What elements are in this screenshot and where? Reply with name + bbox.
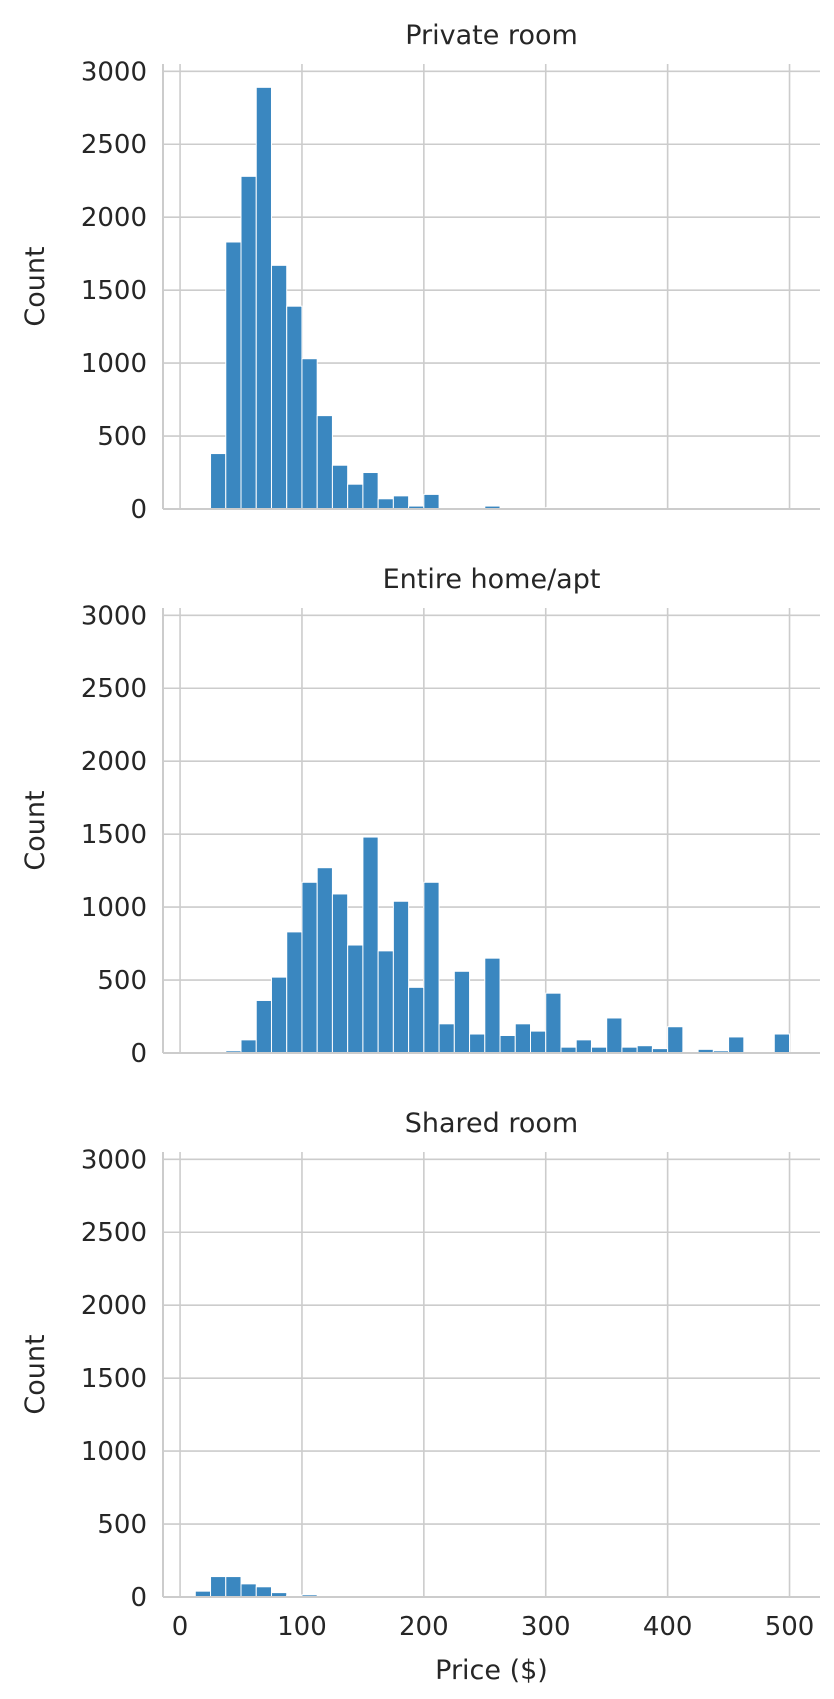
histogram-bar <box>316 415 333 510</box>
histogram-bar <box>225 1576 242 1598</box>
y-tick-label: 0 <box>130 1039 147 1069</box>
y-tick-label: 2000 <box>81 747 147 777</box>
x-tick-label: 100 <box>277 1612 327 1642</box>
histogram-bar <box>301 881 318 1054</box>
y-tick-label: 1500 <box>81 276 147 306</box>
histogram-bar <box>255 86 272 510</box>
y-tick-label: 2000 <box>81 203 147 233</box>
histogram-bar <box>469 1033 486 1054</box>
y-tick-label: 2500 <box>81 674 147 704</box>
x-tick-labels: 0 100 200 300 400 500 <box>172 1612 815 1642</box>
histogram-bar <box>316 867 333 1054</box>
y-axis-label: Count <box>20 790 51 870</box>
histogram-bar <box>377 498 394 510</box>
panel-title: Private room <box>405 20 578 51</box>
histogram-bar <box>499 1034 516 1054</box>
axis-spines <box>162 1152 820 1598</box>
histogram-bar <box>255 999 272 1054</box>
panel-title: Shared room <box>405 1108 578 1139</box>
histogram-bar <box>210 1576 227 1598</box>
grid <box>163 1152 820 1597</box>
panel-title: Entire home/apt <box>383 564 601 595</box>
y-tick-label: 1500 <box>81 1364 147 1394</box>
histogram-bar <box>331 464 349 510</box>
histogram-bar <box>240 1039 257 1054</box>
y-tick-label: 1000 <box>81 349 147 379</box>
y-tick-label: 500 <box>97 1510 147 1540</box>
y-tick-label: 2000 <box>81 1291 147 1321</box>
y-tick-label: 500 <box>97 422 147 452</box>
histogram-bar <box>286 931 303 1054</box>
histogram-bar <box>423 493 440 510</box>
histogram-bar <box>514 1023 532 1054</box>
panel-private-room: 0 500 1000 1500 2000 2500 3000 Private room Co… <box>20 20 820 525</box>
histogram-bar <box>545 992 562 1054</box>
histogram-bar <box>347 483 364 510</box>
y-tick-label: 2500 <box>81 1218 147 1248</box>
panel-shared-room: 0 500 1000 1500 2000 2500 3000 0 100 200 300 400 50… <box>20 1108 820 1642</box>
axis-spines <box>162 608 820 1054</box>
y-tick-labels: 0 500 1000 1500 2000 2500 3000 <box>81 1145 147 1613</box>
x-axis-label: Price ($) <box>435 1655 548 1686</box>
y-tick-label: 3000 <box>81 1145 147 1175</box>
y-tick-labels: 0 500 1000 1500 2000 2500 3000 <box>81 601 147 1069</box>
y-tick-label: 1000 <box>81 1437 147 1467</box>
histogram-bars <box>194 1576 333 1598</box>
histogram-bar <box>408 986 425 1054</box>
histogram-bar <box>438 1023 455 1054</box>
y-tick-label: 3000 <box>81 601 147 631</box>
histogram-bar <box>362 472 379 510</box>
histogram-bar <box>392 900 410 1054</box>
histogram-bar <box>301 358 318 510</box>
histogram-bar <box>210 453 227 510</box>
histogram-bar <box>347 944 364 1054</box>
histogram-bar <box>286 305 303 510</box>
y-tick-label: 1000 <box>81 893 147 923</box>
histogram-bar <box>575 1039 592 1054</box>
y-tick-label: 500 <box>97 966 147 996</box>
axis-spines <box>162 64 820 510</box>
panel-entire-home-apt: 0 500 1000 1500 2000 2500 3000 Entire home/apt… <box>20 564 820 1069</box>
y-tick-label: 3000 <box>81 57 147 87</box>
x-tick-label: 0 <box>172 1612 189 1642</box>
histogram-bar <box>728 1036 745 1054</box>
y-tick-label: 0 <box>130 1583 147 1613</box>
x-tick-label: 300 <box>521 1612 571 1642</box>
y-axis-label: Count <box>20 246 51 326</box>
y-tick-label: 0 <box>130 495 147 525</box>
histogram-bar <box>362 836 379 1054</box>
x-tick-label: 500 <box>765 1612 815 1642</box>
histogram-bar <box>331 893 349 1054</box>
y-axis-label: Count <box>20 1334 51 1414</box>
histogram-bar <box>377 950 394 1054</box>
histogram-bar <box>636 1045 653 1054</box>
histogram-bar <box>667 1026 684 1054</box>
histogram-bars <box>194 836 791 1054</box>
histogram-bar <box>240 1583 257 1598</box>
histogram-bar <box>453 970 471 1054</box>
histogram-bars <box>194 86 562 510</box>
histogram-bar <box>255 1586 272 1598</box>
x-tick-label: 200 <box>399 1612 449 1642</box>
y-tick-labels: 0 500 1000 1500 2000 2500 3000 <box>81 57 147 525</box>
histogram-bar <box>270 264 288 510</box>
histogram-bar <box>423 881 440 1054</box>
histogram-bar <box>606 1017 623 1054</box>
x-tick-label: 400 <box>643 1612 693 1642</box>
histogram-bar <box>530 1030 547 1054</box>
histogram-bar <box>773 1033 791 1054</box>
histogram-bar <box>240 175 257 510</box>
histogram-bar <box>225 241 242 510</box>
histogram-bar <box>392 495 410 510</box>
histogram-bar <box>270 976 288 1054</box>
y-tick-label: 1500 <box>81 820 147 850</box>
histogram-bar <box>484 957 501 1054</box>
y-tick-label: 2500 <box>81 130 147 160</box>
